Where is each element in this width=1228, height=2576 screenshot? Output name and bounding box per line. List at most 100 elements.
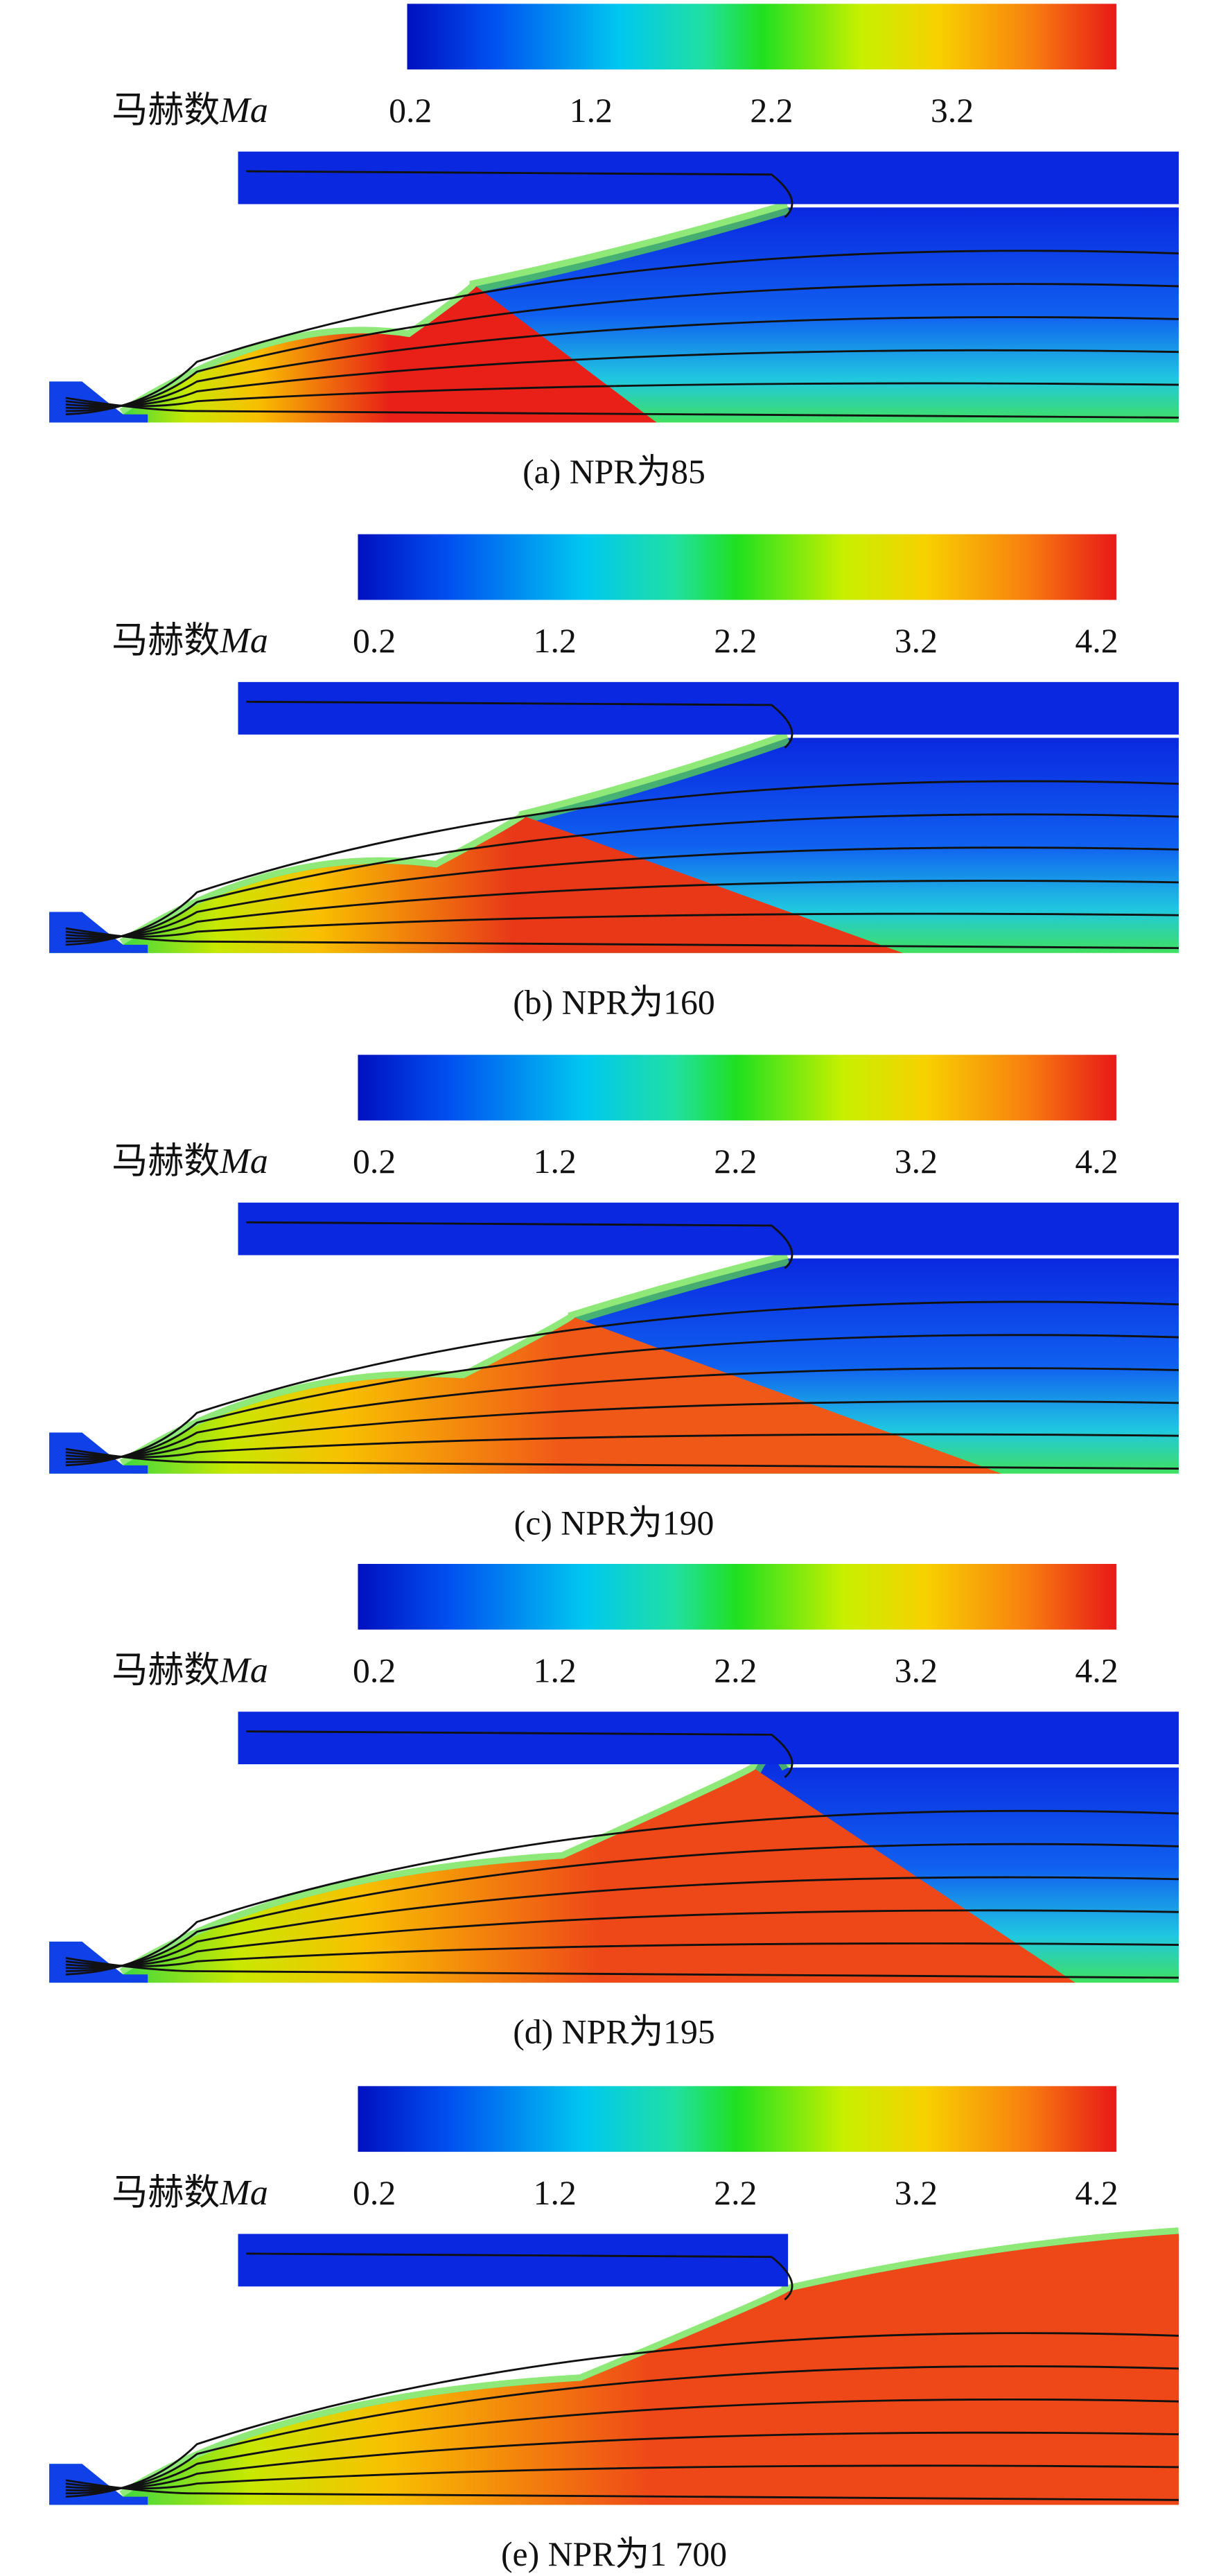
streamline	[65, 2332, 1179, 2498]
streamline	[65, 780, 1179, 946]
caption: (d) NPR为195	[513, 2013, 715, 2051]
colorbar	[358, 2086, 1116, 2152]
streamline	[65, 382, 1179, 408]
colorbar-tick-label: 1.2	[534, 622, 577, 660]
colorbar-label: 马赫数Ma	[112, 1651, 268, 1691]
jet-core	[123, 1769, 1076, 1983]
streamline	[246, 170, 793, 218]
streamline	[65, 1843, 1179, 1972]
streamline	[246, 700, 793, 749]
colorbar-tick-label: 3.2	[931, 92, 974, 130]
streamline	[65, 283, 1179, 412]
flow-field	[49, 1202, 1179, 1474]
colorbar-label-text: 马赫数	[112, 1142, 220, 1181]
upper-wall	[238, 151, 1179, 204]
colorbar-label-text: 马赫数	[112, 1651, 220, 1691]
streamline	[65, 316, 1179, 410]
streamline	[65, 1433, 1179, 1459]
panel: 马赫数Ma 0.2 1.2 2.2 3.2 4.2 (c) NPR为190	[49, 1054, 1179, 1542]
streamline	[65, 397, 1179, 419]
colorbar-tick-label: 3.2	[895, 2174, 938, 2212]
colorbar-tick-label: 0.2	[389, 92, 432, 130]
caption: (b) NPR为160	[513, 983, 715, 1021]
colorbar-tick-label: 1.2	[570, 92, 613, 130]
colorbar-tick-label: 0.2	[353, 622, 396, 660]
streamline	[246, 2252, 793, 2301]
streamline	[65, 2431, 1179, 2490]
colorbar-tick-label: 3.2	[895, 622, 938, 660]
colorbar-label: 马赫数Ma	[112, 621, 268, 661]
colorbar-tick-label: 2.2	[714, 2174, 757, 2212]
colorbar-tick-label: 4.2	[1075, 2174, 1118, 2212]
streamline	[65, 250, 1179, 416]
panel: 马赫数Ma 0.2 1.2 2.2 3.2 4.2 (b) NPR为160	[49, 534, 1179, 1021]
streamline	[65, 846, 1179, 940]
colorbar-tick-label: 1.2	[534, 2174, 577, 2212]
jet-core	[123, 817, 903, 953]
upper-wall	[238, 2234, 789, 2287]
colorbar-label-text: 马赫数	[112, 621, 220, 661]
streamline	[65, 2365, 1179, 2495]
colorbar-label-text: 马赫数	[112, 91, 220, 130]
streamline	[65, 1909, 1179, 1967]
colorbar-tick-label: 0.2	[353, 2174, 396, 2212]
colorbar-tick-label: 2.2	[714, 1652, 757, 1690]
colorbar-label-text: 马赫数	[112, 2173, 220, 2213]
colorbar-tick-label: 4.2	[1075, 1142, 1118, 1181]
flow-field	[49, 151, 1179, 423]
streamline	[65, 1942, 1179, 1967]
streamline	[65, 1957, 1179, 1979]
flow-field	[49, 1712, 1179, 1983]
upper-wall	[238, 1202, 1179, 1255]
colorbar-symbol: Ma	[219, 1142, 267, 1181]
colorbar	[358, 1054, 1116, 1121]
colorbar-label: 马赫数Ma	[112, 2173, 268, 2213]
streamline	[65, 927, 1179, 950]
colorbar-tick-label: 4.2	[1075, 1652, 1118, 1690]
streamline	[246, 1730, 793, 1779]
streamline	[65, 2479, 1179, 2501]
colorbar-tick-label: 4.2	[1075, 622, 1118, 660]
colorbar-symbol: Ma	[219, 91, 267, 130]
streamline	[246, 1221, 793, 1269]
streamline	[65, 813, 1179, 943]
colorbar-label: 马赫数Ma	[112, 91, 268, 130]
colorbar	[407, 3, 1116, 70]
streamline	[65, 1876, 1179, 1969]
flow-field	[49, 681, 1179, 953]
colorbar-symbol: Ma	[219, 1651, 267, 1691]
colorbar-symbol: Ma	[219, 621, 267, 661]
panel: 马赫数Ma 0.2 1.2 2.2 3.2 4.2 (e) NPR为1 700	[49, 2086, 1179, 2573]
caption: (c) NPR为190	[514, 1504, 714, 1542]
colorbar	[358, 1563, 1116, 1630]
colorbar-tick-label: 2.2	[750, 92, 793, 130]
streamline	[65, 1300, 1179, 1467]
caption: (a) NPR为85	[523, 453, 705, 491]
panel: 马赫数Ma 0.2 1.2 2.2 3.2 (a) NPR为85	[49, 3, 1179, 491]
streamline	[65, 2464, 1179, 2490]
streamline	[65, 2398, 1179, 2491]
streamline	[65, 912, 1179, 938]
flow-field	[49, 2227, 1179, 2505]
colorbar-tick-label: 2.2	[714, 1142, 757, 1181]
panel: 马赫数Ma 0.2 1.2 2.2 3.2 4.2 (d) NPR为195	[49, 1563, 1179, 2051]
colorbar-tick-label: 2.2	[714, 622, 757, 660]
colorbar-label: 马赫数Ma	[112, 1142, 268, 1181]
jet-core	[123, 2234, 1179, 2505]
colorbar-tick-label: 1.2	[534, 1142, 577, 1181]
colorbar-symbol: Ma	[219, 2173, 267, 2213]
colorbar-tick-label: 0.2	[353, 1652, 396, 1690]
streamline	[65, 1367, 1179, 1461]
colorbar-tick-label: 3.2	[895, 1142, 938, 1181]
upper-wall	[238, 1712, 1179, 1765]
streamline	[65, 1447, 1179, 1470]
colorbar-tick-label: 1.2	[534, 1652, 577, 1690]
streamline	[65, 1809, 1179, 1976]
streamline	[65, 1334, 1179, 1463]
streamline	[65, 880, 1179, 938]
streamline	[65, 1400, 1179, 1459]
upper-wall	[238, 681, 1179, 735]
colorbar-tick-label: 0.2	[353, 1142, 396, 1181]
